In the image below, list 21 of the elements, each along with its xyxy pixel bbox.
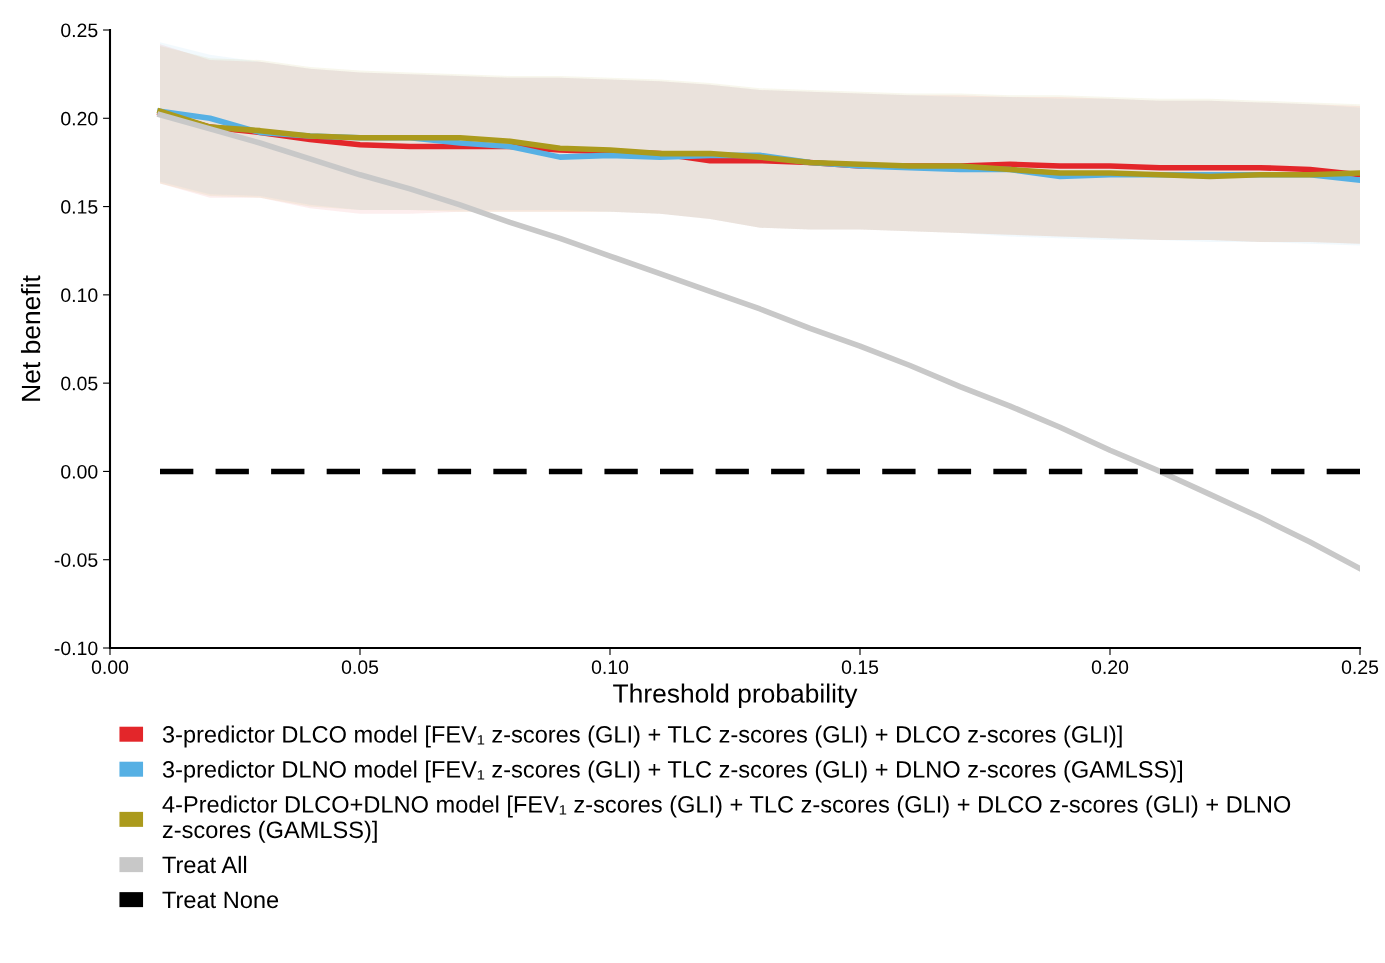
legend-label: Treat None xyxy=(162,891,279,909)
x-tick-label: 0.20 xyxy=(1091,660,1129,675)
y-tick-label: 0.05 xyxy=(61,376,98,391)
y-tick-label: 0.10 xyxy=(61,288,98,303)
y-tick-label: 0.00 xyxy=(61,464,98,479)
y-tick-label: 0.25 xyxy=(61,23,98,38)
x-tick-label: 0.15 xyxy=(841,660,879,675)
y-tick-label: -0.10 xyxy=(54,641,98,656)
legend-label: 3-predictor DLCO model [FEV₁ z-scores (GLI) + TLC z-scores (GLI) + DLCO z-scores (GLI)] xyxy=(162,725,1122,748)
legend-label: 3-predictor DLNO model [FEV₁ z-scores (GLI) + TLC z-scores (GLI) + DLNO z-scores (GAMLSS)] xyxy=(162,760,1183,783)
x-tick-label: 0.10 xyxy=(591,660,629,675)
legend-label: Treat All xyxy=(162,855,247,874)
x-tick-label: 0.25 xyxy=(1341,660,1379,675)
y-tick-label: -0.05 xyxy=(54,553,98,567)
y-tick-label: 0.20 xyxy=(61,111,98,126)
x-tick-label: 0.05 xyxy=(341,660,379,675)
y-tick-label: 0.15 xyxy=(61,200,98,214)
y-axis-title: Net benefit xyxy=(20,275,41,401)
legend-label: 4-Predictor DLCO+DLNO model [FEV₁ z-scores (GLI) + TLC z-scores (GLI) + DLCO z-scores (GLI) + DLNO z-scores (GAMLSS)] xyxy=(162,795,1291,843)
x-axis-title: Threshold probability xyxy=(613,683,858,709)
x-tick-label: 0.00 xyxy=(91,660,129,675)
